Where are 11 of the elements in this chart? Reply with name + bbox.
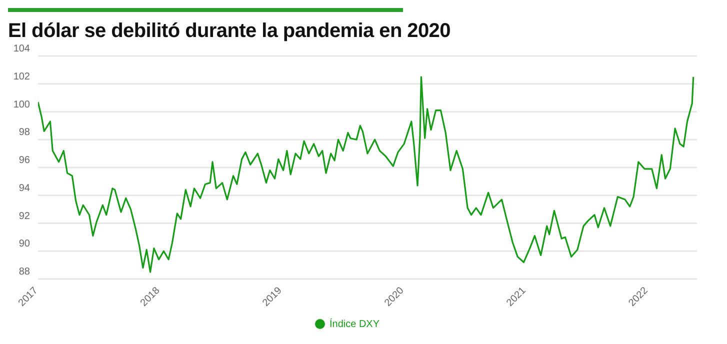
y-tick-label: 104 [13, 44, 30, 55]
y-tick-label: 102 [13, 71, 30, 82]
y-tick-label: 96 [18, 155, 30, 166]
y-tick-label: 90 [18, 238, 30, 250]
chart-title: El dólar se debilitó durante la pandemia en 2020 [8, 20, 450, 43]
y-tick-label: 98 [18, 127, 30, 138]
y-tick-label: 100 [13, 99, 30, 110]
y-tick-label: 88 [18, 266, 30, 278]
y-tick-label: 94 [18, 182, 30, 194]
legend-label: Índice DXY [329, 319, 380, 330]
y-tick-label: 92 [18, 210, 30, 222]
